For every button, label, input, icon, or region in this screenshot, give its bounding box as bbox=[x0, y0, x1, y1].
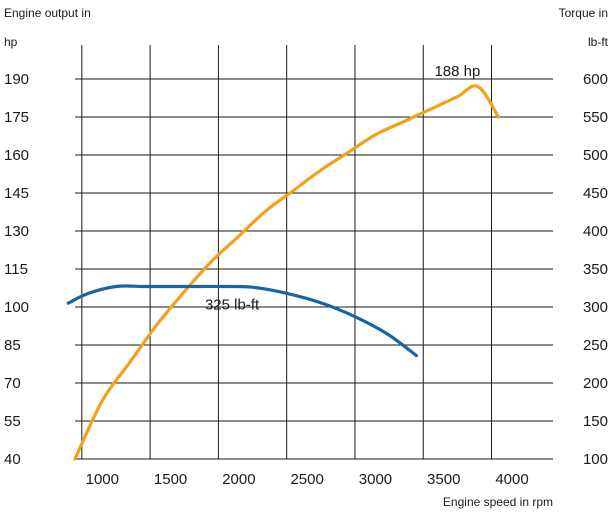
max-torque-annotation: 325 lb-ft bbox=[205, 296, 260, 313]
x-tick-label: 4000 bbox=[495, 471, 528, 488]
left-tick-label: 145 bbox=[4, 185, 29, 202]
tick-labels: 40 55 70 85 100 115 130 145 160 175 190 100 150 200 25… bbox=[4, 71, 608, 488]
x-tick-label: 3000 bbox=[359, 471, 392, 488]
right-tick-label: 400 bbox=[583, 223, 608, 240]
left-axis-title-line1: Engine output in bbox=[4, 6, 91, 20]
grid-lines bbox=[75, 45, 553, 460]
torque-curve bbox=[66, 284, 418, 358]
series-lines bbox=[66, 84, 500, 461]
power-curve bbox=[73, 84, 500, 461]
right-tick-label: 550 bbox=[583, 109, 608, 126]
left-tick-label: 85 bbox=[4, 337, 21, 354]
left-tick-label: 160 bbox=[4, 147, 29, 164]
left-tick-label: 190 bbox=[4, 71, 29, 88]
right-tick-label: 200 bbox=[583, 375, 608, 392]
x-tick-label: 1500 bbox=[154, 471, 187, 488]
left-tick-label: 100 bbox=[4, 299, 29, 316]
right-tick-label: 100 bbox=[583, 451, 608, 468]
left-axis-title-line2: hp bbox=[4, 35, 18, 49]
left-tick-label: 70 bbox=[4, 375, 21, 392]
x-tick-label: 3500 bbox=[427, 471, 460, 488]
right-tick-label: 250 bbox=[583, 337, 608, 354]
x-tick-label: 2500 bbox=[290, 471, 323, 488]
right-axis-title-line2: lb-ft bbox=[588, 35, 609, 49]
right-tick-label: 600 bbox=[583, 71, 608, 88]
max-power-annotation: 188 hp bbox=[434, 63, 480, 80]
right-tick-label: 350 bbox=[583, 261, 608, 278]
left-tick-label: 175 bbox=[4, 109, 29, 126]
right-tick-label: 450 bbox=[583, 185, 608, 202]
left-tick-label: 55 bbox=[4, 413, 21, 430]
x-axis-title: Engine speed in rpm bbox=[443, 495, 553, 509]
right-tick-label: 150 bbox=[583, 413, 608, 430]
right-tick-label: 500 bbox=[583, 147, 608, 164]
x-tick-label: 2000 bbox=[222, 471, 255, 488]
left-tick-label: 115 bbox=[4, 261, 28, 278]
left-tick-label: 130 bbox=[4, 223, 29, 240]
right-axis-title-line1: Torque in bbox=[559, 6, 608, 20]
x-tick-label: 1000 bbox=[86, 471, 119, 488]
left-tick-label: 40 bbox=[4, 451, 21, 468]
right-tick-label: 300 bbox=[583, 299, 608, 316]
